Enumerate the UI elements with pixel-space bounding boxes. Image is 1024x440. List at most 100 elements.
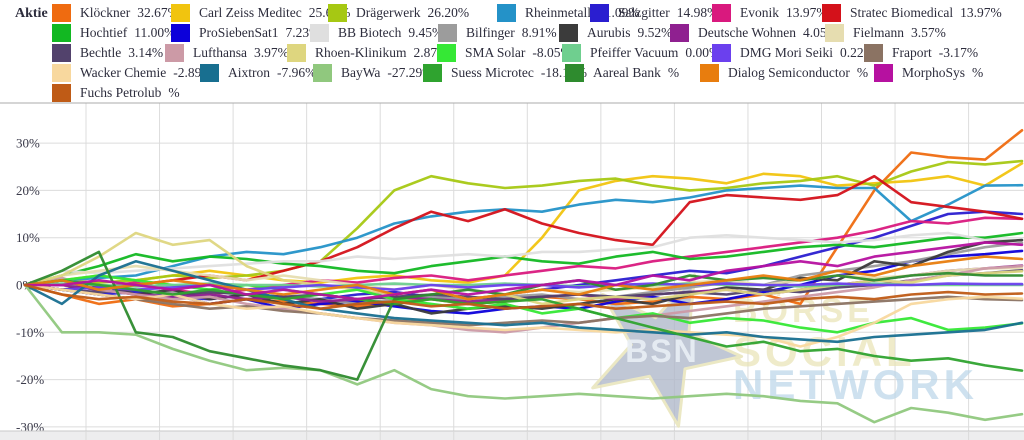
legend-item-aareal-bank[interactable]: Aareal Bank%: [565, 63, 679, 83]
legend-swatch-aareal-bank: [565, 64, 584, 82]
legend-pct: 3.97%: [253, 45, 289, 60]
legend-swatch-salzgitter: [590, 4, 609, 22]
legend-swatch-rhoen-klinikum: [287, 44, 306, 62]
legend-pct: 3.14%: [128, 45, 164, 60]
legend-pct: -27.29%: [387, 65, 434, 80]
legend-label: Hochtief: [80, 25, 128, 40]
legend-label: Fraport: [892, 45, 932, 60]
legend-item-draegerwerk[interactable]: Drägerwerk 26.20%: [328, 3, 469, 23]
legend-label: SMA Solar: [465, 45, 526, 60]
legend-item-fraport[interactable]: Fraport -3.17%: [864, 43, 978, 63]
legend-swatch-aurubis: [559, 24, 578, 42]
legend-item-baywa[interactable]: BayWa -27.29%: [313, 63, 434, 83]
series-line-dialog-semiconductor: [23, 255, 1024, 301]
series-line-fuchs-petrolub: [23, 283, 1024, 311]
legend-item-bilfinger[interactable]: Bilfinger 8.91%: [438, 23, 557, 43]
legend-label: Suess Microtec: [451, 65, 534, 80]
series-line-baywa: [23, 283, 1024, 424]
legend-label: Aixtron: [228, 65, 270, 80]
legend-label: Aareal Bank: [593, 65, 661, 80]
legend-swatch-prosiebensat1: [171, 24, 190, 42]
legend-label: Rhoen-Klinikum: [315, 45, 407, 60]
legend-pct: 8.91%: [521, 25, 557, 40]
watermark-text: NETWORK: [733, 361, 978, 408]
legend-item-carl-zeiss-meditec[interactable]: Carl Zeiss Meditec25.66%: [171, 3, 350, 23]
legend-label: Deutsche Wohnen: [698, 25, 797, 40]
legend-item-bb-biotech[interactable]: BB Biotech 9.45%: [310, 23, 443, 43]
legend-item-deutsche-wohnen[interactable]: Deutsche Wohnen 4.05%: [670, 23, 838, 43]
legend-pct: -3.17%: [938, 45, 979, 60]
legend-item-suess-microtec[interactable]: Suess Microtec -18.12%: [423, 63, 587, 83]
legend-label: Drägerwerk: [356, 5, 421, 20]
legend-label: Bechtle: [80, 45, 122, 60]
legend-swatch-fielmann: [825, 24, 844, 42]
legend-label: Klöckner: [80, 5, 131, 20]
legend-item-sma-solar[interactable]: SMA Solar -8.05%: [437, 43, 572, 63]
legend-item-prosiebensat1[interactable]: ProSiebenSat1 7.23%: [171, 23, 320, 43]
y-axis-tick-label: -10%: [16, 325, 44, 340]
legend-swatch-baywa: [313, 64, 332, 82]
legend-swatch-evonik: [712, 4, 731, 22]
legend-pct: -7.96%: [277, 65, 317, 80]
legend-item-lufthansa[interactable]: Lufthansa 3.97%: [165, 43, 289, 63]
legend-pct: 9.52%: [637, 25, 673, 40]
legend-swatch-lufthansa: [165, 44, 184, 62]
legend-pct: %: [168, 85, 180, 100]
legend: Aktie Klöckner 32.67%Carl Zeiss Meditec25…: [0, 0, 1024, 103]
watermark-star-text: BSN: [625, 333, 699, 369]
legend-item-dmg-mori-seiki[interactable]: DMG Mori Seiki 0.22%: [712, 43, 875, 63]
legend-swatch-dmg-mori-seiki: [712, 44, 731, 62]
legend-item-aurubis[interactable]: Aurubis 9.52%: [559, 23, 672, 43]
legend-label: Pfeiffer Vacuum: [590, 45, 679, 60]
y-axis-tick-label: 10%: [16, 230, 40, 245]
legend-label: Fuchs Petrolub: [80, 85, 162, 100]
legend-item-fielmann[interactable]: Fielmann 3.57%: [825, 23, 946, 43]
legend-swatch-kloeckner: [52, 4, 71, 22]
legend-label: ProSiebenSat1: [199, 25, 279, 40]
legend-pct: 3.57%: [911, 25, 946, 40]
legend-pct: 13.97%: [786, 5, 828, 20]
legend-item-morphosys[interactable]: MorphoSys%: [874, 63, 983, 83]
legend-item-bechtle[interactable]: Bechtle 3.14%: [52, 43, 163, 63]
legend-swatch-suess-microtec: [423, 64, 442, 82]
series-line-aareal-bank: [23, 250, 1024, 381]
legend-label: Rheinmetall: [525, 5, 591, 20]
legend-swatch-pfeiffer-vacuum: [562, 44, 581, 62]
series-line-wacker-chemie: [23, 283, 1024, 348]
legend-item-kloeckner[interactable]: Klöckner 32.67%: [52, 3, 179, 23]
legend-swatch-bilfinger: [438, 24, 457, 42]
legend-item-stratec-biomedical[interactable]: Stratec Biomedical 13.97%: [822, 3, 1002, 23]
legend-label: Dialog Semiconductor: [728, 65, 850, 80]
legend-swatch-dialog-semiconductor: [700, 64, 719, 82]
legend-label: Fielmann: [853, 25, 904, 40]
legend-label: DMG Mori Seiki: [740, 45, 834, 60]
legend-pct: 26.20%: [427, 5, 470, 20]
series-line-hochtief: [23, 231, 1024, 287]
legend-pct: %: [856, 65, 869, 80]
legend-label: Wacker Chemie: [80, 65, 167, 80]
legend-pct: 0.00%: [685, 45, 721, 60]
legend-pct: 14.98%: [676, 5, 719, 20]
legend-swatch-carl-zeiss-meditec: [171, 4, 190, 22]
series-line-rheinmetall: [23, 183, 1024, 287]
legend-label: MorphoSys: [902, 65, 966, 80]
legend-item-dialog-semiconductor[interactable]: Dialog Semiconductor%: [700, 63, 868, 83]
legend-item-hochtief[interactable]: Hochtief 11.00%: [52, 23, 175, 43]
series-line-stratec-biomedical: [23, 174, 1024, 292]
legend-pct: 32.67%: [137, 5, 179, 20]
legend-pct: 13.97%: [960, 5, 1002, 20]
legend-label: Bilfinger: [466, 25, 515, 40]
legend-item-aixtron[interactable]: Aixtron -7.96%: [200, 63, 316, 83]
legend-item-pfeiffer-vacuum[interactable]: Pfeiffer Vacuum 0.00%: [562, 43, 720, 63]
legend-item-rhoen-klinikum[interactable]: Rhoen-Klinikum 2.87%: [287, 43, 448, 63]
legend-swatch-sma-solar: [437, 44, 456, 62]
legend-item-fuchs-petrolub[interactable]: Fuchs Petrolub%: [52, 83, 180, 103]
legend-item-wacker-chemie[interactable]: Wacker Chemie -2.89%: [52, 63, 213, 83]
legend-swatch-bechtle: [52, 44, 71, 62]
legend-swatch-deutsche-wohnen: [670, 24, 689, 42]
y-axis-tick-label: 20%: [16, 183, 40, 198]
legend-item-evonik[interactable]: Evonik 13.97%: [712, 3, 828, 23]
legend-pct: 9.45%: [408, 25, 444, 40]
legend-item-salzgitter[interactable]: Salzgitter 14.98%: [590, 3, 718, 23]
